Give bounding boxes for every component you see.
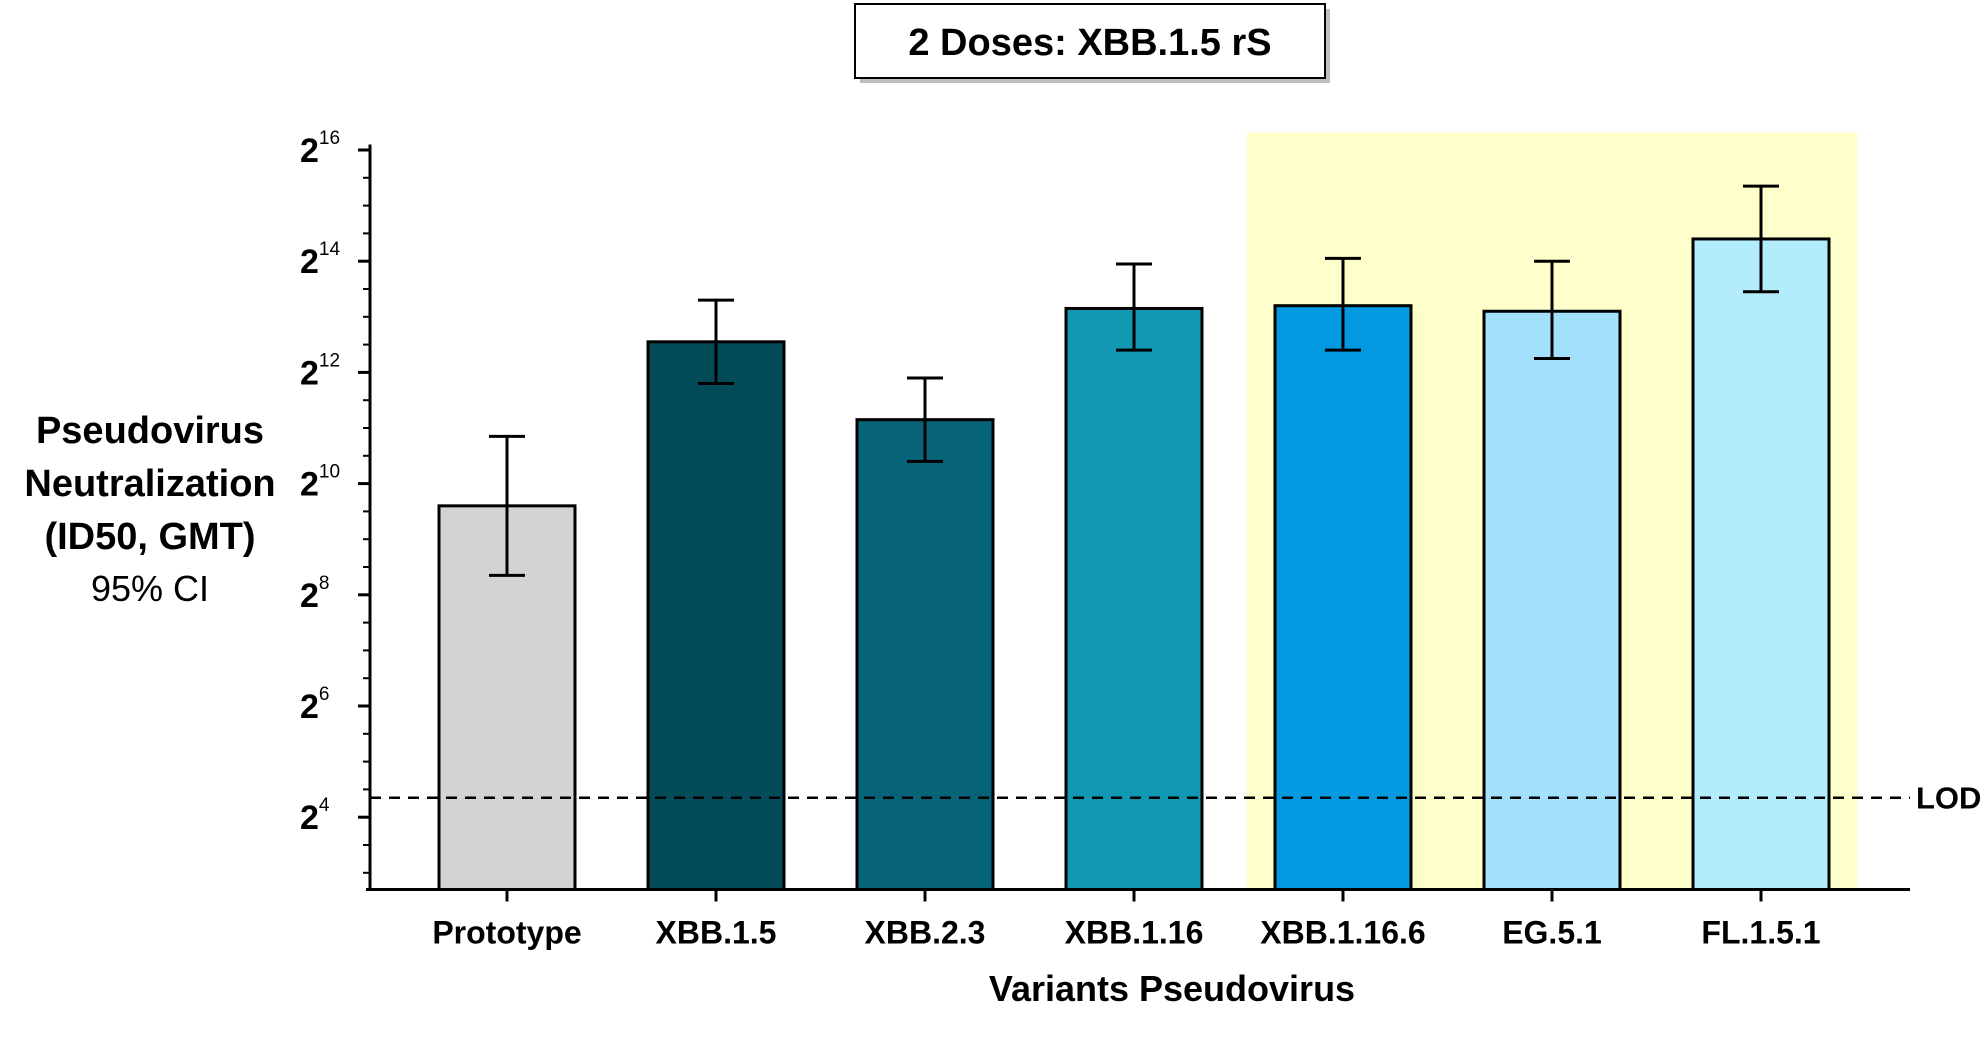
x-tick-label: Prototype [432, 914, 581, 950]
bar [855, 418, 995, 891]
error-bar [1743, 184, 1779, 294]
bar [1273, 304, 1413, 891]
bar-group-xbb-1-16-6: XBB.1.16.6 [1260, 256, 1426, 950]
bar-group-xbb-2-3: XBB.2.3 [855, 376, 995, 950]
y-axis-label-line-1: Pseudovirus [36, 410, 264, 452]
bar [1064, 306, 1204, 891]
chart-title: 2 Doses: XBB.1.5 rS [908, 22, 1271, 64]
error-bar [1325, 256, 1361, 352]
bars: Prototype XBB.1.5 XBB.2.3 XBB.1.16 XBB.1.16.… [432, 184, 1831, 950]
x-tick-label: XBB.2.3 [865, 914, 986, 950]
y-axis-label: Pseudovirus Neutralization (ID50, GMT) 9… [24, 410, 275, 609]
error-bar [1116, 262, 1152, 352]
y-tick-label: 28 [300, 573, 330, 615]
y-axis-label-line-2: Neutralization [24, 463, 275, 505]
chart-title-box: 2 Doses: XBB.1.5 rS [854, 3, 1330, 83]
bar-group-eg-5-1: EG.5.1 [1482, 259, 1622, 950]
x-tick-label: XBB.1.5 [656, 914, 777, 950]
y-axis-label-subtitle: 95% CI [91, 568, 209, 609]
y-tick-label: 214 [300, 239, 340, 281]
y-tick-label: 210 [300, 462, 340, 504]
lod-line: LOD [370, 781, 1981, 816]
bar-group-xbb-1-5: XBB.1.5 [646, 298, 786, 950]
bar-group-xbb-1-16: XBB.1.16 [1064, 262, 1204, 950]
y-tick-label: 26 [300, 684, 330, 726]
y-axis-label-line-3: (ID50, GMT) [44, 516, 255, 558]
bar [1482, 309, 1622, 891]
error-bar [489, 434, 525, 577]
bar-group-fl-1-5-1: FL.1.5.1 [1691, 184, 1831, 950]
y-tick-label: 24 [300, 795, 330, 837]
error-bar [698, 298, 734, 386]
bar [1691, 237, 1831, 891]
error-bar [1534, 259, 1570, 360]
bar-group-prototype: Prototype [432, 434, 582, 950]
x-tick-label: EG.5.1 [1502, 914, 1602, 950]
y-tick-label: 216 [300, 128, 340, 170]
axes: 24 26 28 210 212 214 216 [300, 128, 1910, 891]
x-tick-label: XBB.1.16 [1065, 914, 1204, 950]
x-tick-label: XBB.1.16.6 [1260, 914, 1425, 950]
y-tick-label: 212 [300, 350, 340, 392]
lod-label: LOD [1916, 781, 1981, 816]
x-tick-label: FL.1.5.1 [1701, 914, 1820, 950]
x-axis-label: Variants Pseudovirus [989, 968, 1355, 1009]
error-bar [907, 376, 943, 463]
bar [646, 340, 786, 891]
